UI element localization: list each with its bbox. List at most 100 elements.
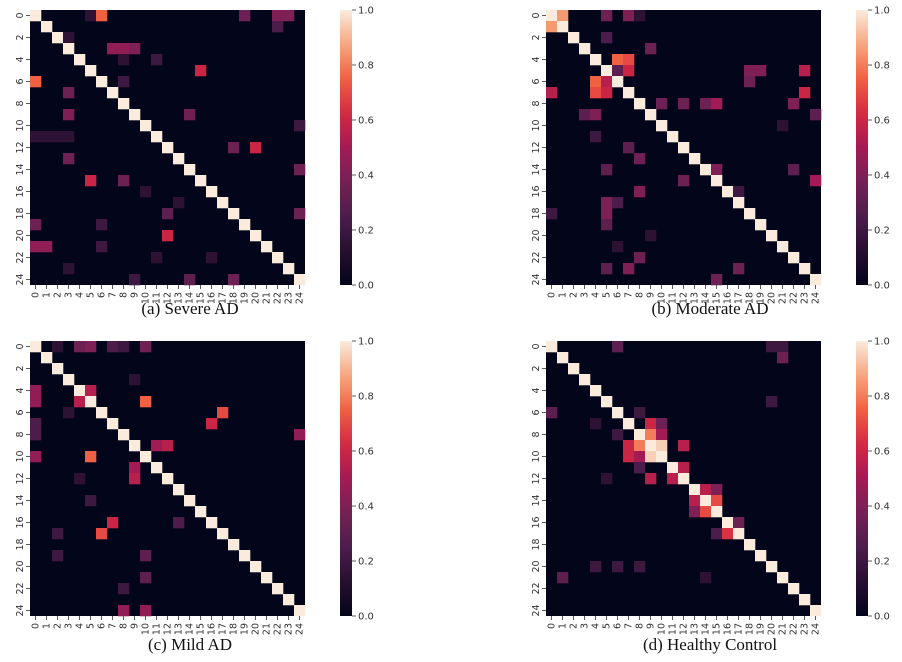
- x-tick-label: 2: [569, 623, 580, 629]
- heatmap-cell: [612, 429, 624, 441]
- y-tick-label: 12: [15, 472, 26, 484]
- y-tick-label: 2: [531, 365, 542, 371]
- y-tick-label: 0: [531, 12, 542, 18]
- x-tick-label: 23: [284, 292, 295, 304]
- heatmap-cell: [118, 76, 130, 88]
- heatmap-cell: [239, 10, 251, 22]
- heatmap-cell: [52, 131, 64, 143]
- heatmap-cell: [766, 396, 778, 408]
- x-tick-label: 1: [558, 623, 569, 629]
- x-tick-label: 3: [580, 292, 591, 298]
- x-tick-label: 1: [42, 623, 53, 629]
- x-tick-label: 10: [141, 623, 152, 635]
- heatmap-cell: [656, 451, 668, 463]
- heatmap-cell: [755, 219, 767, 231]
- y-tick-label: 24: [15, 273, 26, 285]
- heatmap-cell: [140, 550, 152, 562]
- heatmap-cell: [250, 561, 262, 573]
- heatmap-cell: [744, 65, 756, 77]
- y-tick-label: 0: [531, 343, 542, 349]
- y-tick-label: 20: [15, 229, 26, 241]
- heatmap-cell: [74, 396, 86, 408]
- heatmap-cell: [623, 54, 635, 66]
- heatmap-cell: [601, 219, 613, 231]
- x-tick-label: 0: [547, 292, 558, 298]
- heatmap-cell: [206, 517, 218, 529]
- heatmap-cell: [173, 517, 185, 529]
- heatmap-cell: [129, 473, 141, 485]
- heatmap-cell: [63, 109, 75, 121]
- x-tick-label: 16: [207, 623, 218, 635]
- y-tick-label: 0: [15, 343, 26, 349]
- y-tick-label: 10: [15, 450, 26, 462]
- heatmap-cell: [722, 528, 734, 540]
- heatmap-cell: [711, 495, 723, 507]
- heatmap-cell: [590, 131, 602, 143]
- heatmap-cell: [678, 142, 690, 154]
- heatmap-cell: [645, 473, 657, 485]
- heatmap-cell: [52, 363, 64, 375]
- heatmap-cell: [118, 54, 130, 66]
- heatmap-cell: [173, 153, 185, 165]
- heatmap-cell: [601, 473, 613, 485]
- heatmap-cell: [711, 506, 723, 518]
- heatmap-cell: [41, 352, 53, 364]
- heatmap-cell: [107, 87, 119, 99]
- x-tick-label: 17: [218, 623, 229, 635]
- heatmap-cell: [557, 572, 569, 584]
- heatmap-cell: [96, 407, 108, 419]
- heatmap-panel-b: 0 2 4 6 8 10 12 14 16 18 20 22 24 0 1 2 3 4 5 6 7 8 9 10 11 12 13 1…: [451, 0, 902, 331]
- y-tick-label: 24: [531, 604, 542, 616]
- heatmap-cell: [623, 418, 635, 430]
- colorbar-tick-label: 0.8: [874, 61, 890, 72]
- x-tick-label: 5: [602, 292, 613, 298]
- heatmap-cell: [689, 153, 701, 165]
- x-tick-label: 23: [284, 623, 295, 635]
- heatmap-cell: [546, 87, 558, 99]
- heatmap-cell: [261, 241, 273, 253]
- heatmap-cell: [810, 109, 822, 121]
- heatmap-cell: [711, 175, 723, 187]
- heatmap-cell: [96, 219, 108, 231]
- x-tick-label: 10: [657, 623, 668, 635]
- heatmap-cell: [250, 230, 262, 242]
- heatmap-cell: [777, 341, 789, 353]
- heatmap-cell: [272, 252, 284, 264]
- caption-a: (a) Severe AD: [141, 299, 239, 318]
- heatmap-cell: [612, 561, 624, 573]
- x-tick-label: 14: [701, 623, 712, 635]
- heatmap-cell: [74, 341, 86, 353]
- heatmap-cell: [612, 341, 624, 353]
- x-tick-label: 24: [295, 292, 306, 304]
- heatmap-cell: [623, 451, 635, 463]
- y-tick-label: 22: [531, 582, 542, 594]
- heatmap-cell: [118, 175, 130, 187]
- colorbar-tick-label: 0.0: [358, 612, 374, 623]
- heatmap-cell: [63, 374, 75, 386]
- x-tick-label: 14: [185, 623, 196, 635]
- x-tick-label: 24: [295, 623, 306, 635]
- heatmap-cell: [601, 197, 613, 209]
- heatmap-cell: [678, 98, 690, 110]
- y-tick-label: 8: [531, 100, 542, 106]
- heatmap-cell: [656, 418, 668, 430]
- heatmap-cell: [151, 440, 163, 452]
- heatmap-cell: [85, 451, 97, 463]
- colorbar-tick-label: 0.2: [874, 557, 890, 568]
- heatmap-cell: [667, 131, 679, 143]
- x-tick-label: 15: [196, 292, 207, 304]
- y-tick-label: 14: [531, 494, 542, 506]
- heatmap-cell: [140, 451, 152, 463]
- x-tick-label: 1: [42, 292, 53, 298]
- heatmap-cell: [645, 429, 657, 441]
- heatmap-cell: [118, 98, 130, 110]
- x-tick-label: 2: [53, 292, 64, 298]
- x-tick-label: 19: [756, 292, 767, 304]
- heatmap-cell: [799, 594, 811, 606]
- heatmap-cell: [557, 352, 569, 364]
- heatmap-cell: [546, 341, 558, 353]
- heatmap-cell: [85, 65, 97, 77]
- heatmap-cell: [63, 153, 75, 165]
- y-tick-label: 22: [15, 251, 26, 263]
